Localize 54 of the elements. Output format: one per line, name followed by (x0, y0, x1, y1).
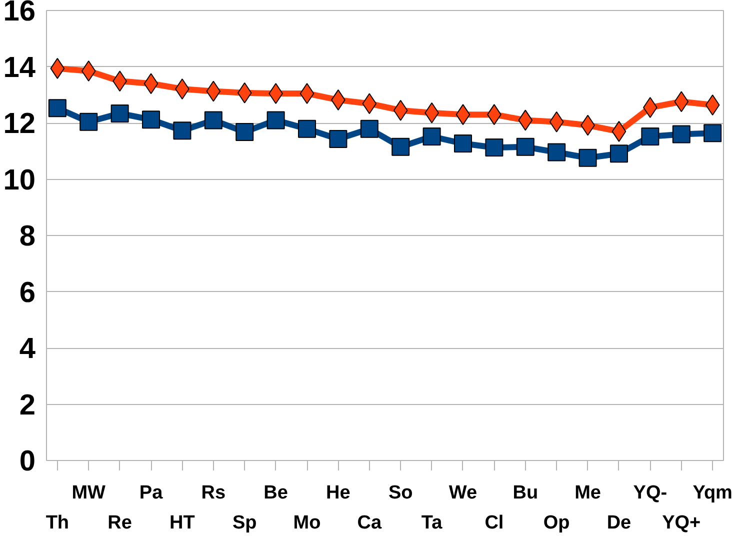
x-tick-label: MW (72, 482, 106, 504)
point (548, 143, 566, 162)
y-tick-label: 16 (3, 0, 36, 28)
point (142, 110, 160, 129)
point (266, 111, 285, 130)
x-tick-label: Mo (293, 512, 321, 534)
x-tick-label: Me (574, 482, 601, 504)
x-tick-label: Sp (232, 512, 257, 534)
point (236, 123, 254, 141)
point (360, 120, 378, 138)
point (110, 104, 129, 122)
y-tick-label: 8 (19, 220, 36, 252)
point (705, 94, 720, 116)
x-tick-label: Pa (139, 482, 164, 504)
point (578, 148, 597, 167)
point (516, 138, 534, 156)
x-tick-label: Re (108, 512, 132, 534)
point (80, 112, 98, 131)
x-tick-label: YQ+ (662, 512, 701, 534)
x-tick-label: Yqm (692, 482, 732, 504)
x-tick-label: Be (264, 482, 288, 504)
point (204, 111, 222, 130)
y-tick-label: 12 (3, 108, 36, 140)
point (704, 124, 722, 142)
y-tick-label: 4 (19, 333, 36, 365)
x-tick-label: Th (46, 512, 70, 534)
x-tick-label: HT (170, 512, 196, 534)
x-tick-label: Op (543, 512, 570, 534)
point (641, 128, 660, 146)
x-tick-label: YQ- (633, 482, 668, 504)
x-tick-label: So (388, 482, 413, 504)
x-tick-label: De (606, 512, 632, 534)
point (392, 138, 410, 156)
point (329, 130, 348, 148)
x-tick-label: Bu (512, 482, 538, 504)
x-tick-label: Cl (484, 512, 504, 534)
y-tick-label: 14 (3, 52, 36, 84)
y-tick-label: 2 (19, 389, 36, 422)
x-tick-label: He (326, 482, 350, 504)
point (610, 144, 628, 163)
point (672, 125, 690, 144)
point (422, 128, 441, 146)
x-tick-label: We (448, 482, 478, 504)
x-tick-label: Ta (421, 512, 443, 534)
point (48, 99, 66, 118)
y-tick-label: 6 (19, 276, 36, 309)
point (173, 122, 192, 140)
y-tick-label: 10 (3, 164, 36, 196)
point (298, 120, 316, 138)
x-tick-label: Rs (201, 482, 226, 504)
point (485, 138, 504, 156)
x-tick-label: Ca (357, 512, 382, 534)
point (454, 134, 472, 153)
y-tick-label: 0 (19, 446, 36, 478)
